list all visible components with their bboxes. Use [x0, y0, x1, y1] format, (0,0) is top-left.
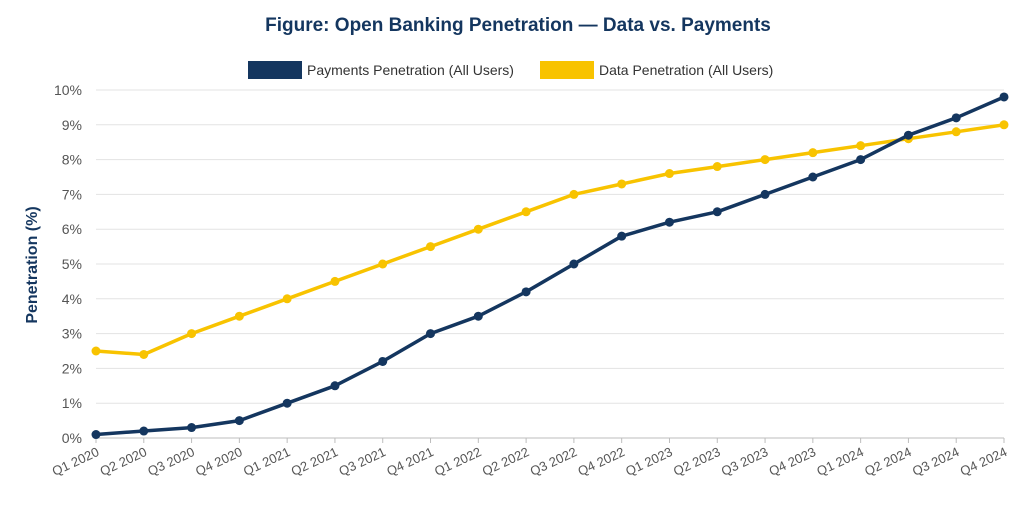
x-tick-label: Q4 2020: [193, 444, 245, 479]
data-point-payments: [139, 426, 149, 436]
y-tick-label: 3%: [62, 326, 82, 342]
data-point-payments: [473, 311, 483, 321]
x-tick-label: Q3 2024: [910, 444, 962, 479]
data-point-data: [378, 259, 388, 269]
data-point-data: [856, 141, 866, 151]
data-point-payments: [91, 430, 101, 440]
data-point-data: [91, 346, 101, 356]
data-point-data: [664, 169, 674, 179]
data-point-payments: [903, 130, 913, 140]
x-tick-label: Q4 2023: [767, 444, 819, 479]
x-tick-label: Q3 2021: [336, 444, 388, 479]
data-point-data: [473, 224, 483, 234]
data-point-data: [712, 162, 722, 172]
data-point-data: [330, 276, 340, 286]
data-point-payments: [187, 423, 197, 433]
grid-lines: [96, 89, 1004, 404]
x-tick-label: Q2 2020: [98, 444, 150, 479]
x-tick-label: Q4 2022: [575, 444, 627, 479]
data-point-payments: [378, 356, 388, 366]
legend-swatch-data: [540, 61, 594, 79]
chart-title: Figure: Open Banking Penetration — Data …: [265, 15, 771, 36]
y-tick-label: 0%: [62, 430, 82, 446]
data-point-data: [521, 207, 531, 217]
y-tick-label: 8%: [62, 152, 82, 168]
legend: Payments Penetration (All Users) Data Pe…: [248, 61, 773, 79]
x-tick-label: Q1 2024: [814, 444, 866, 479]
y-tick-label: 7%: [62, 186, 82, 202]
data-point-data: [617, 179, 627, 189]
series-line-data: [95, 123, 1005, 357]
data-point-payments: [521, 287, 531, 297]
data-point-payments: [760, 189, 770, 199]
legend-swatch-payments: [248, 61, 302, 79]
x-tick-label: Q3 2023: [719, 444, 771, 479]
data-point-data: [999, 120, 1009, 130]
data-point-payments: [330, 381, 340, 391]
series-layer: [91, 92, 1009, 440]
data-point-payments: [426, 329, 436, 339]
y-tick-label: 4%: [62, 291, 82, 307]
data-point-payments: [282, 398, 292, 408]
x-tick-label: Q3 2020: [145, 444, 197, 479]
y-tick-label: 2%: [62, 360, 82, 376]
legend-label-data: Data Penetration (All Users): [599, 62, 773, 78]
data-point-data: [139, 349, 149, 359]
x-tick-label: Q1 2022: [432, 444, 484, 479]
y-axis-ticks: 0% 1% 2% 3% 4% 5% 6% 7% 8% 9% 10%: [54, 82, 82, 446]
x-tick-label: Q2 2022: [480, 444, 532, 479]
legend-label-payments: Payments Penetration (All Users): [307, 62, 514, 78]
data-point-data: [760, 155, 770, 165]
y-tick-label: 5%: [62, 256, 82, 272]
data-point-data: [282, 294, 292, 304]
data-point-data: [234, 311, 244, 321]
y-tick-label: 10%: [54, 82, 82, 98]
y-axis-label: Penetration (%): [24, 206, 41, 323]
data-point-data: [569, 189, 579, 199]
x-tick-label: Q2 2021: [289, 444, 341, 479]
x-tick-label: Q1 2021: [241, 444, 293, 479]
x-tick-label: Q2 2024: [862, 444, 914, 479]
x-tick-label: Q1 2020: [50, 444, 102, 479]
data-point-data: [808, 148, 818, 158]
y-tick-label: 9%: [62, 117, 82, 133]
data-point-payments: [234, 416, 244, 426]
series-line-payments: [95, 95, 1005, 437]
data-point-payments: [664, 217, 674, 227]
x-tick-label: Q2 2023: [671, 444, 723, 479]
x-tick-label: Q1 2023: [623, 444, 675, 479]
data-point-payments: [569, 259, 579, 269]
data-point-payments: [999, 92, 1009, 102]
data-point-payments: [856, 155, 866, 165]
x-tick-label: Q3 2022: [528, 444, 580, 479]
y-tick-label: 6%: [62, 221, 82, 237]
x-tick-label: Q4 2021: [384, 444, 436, 479]
data-point-data: [951, 127, 961, 137]
data-point-payments: [617, 231, 627, 241]
data-point-data: [187, 329, 197, 339]
data-point-payments: [951, 113, 961, 123]
x-tick-label: Q4 2024: [958, 444, 1010, 479]
y-tick-label: 1%: [62, 395, 82, 411]
data-point-payments: [808, 172, 818, 182]
data-point-payments: [712, 207, 722, 217]
data-point-data: [426, 242, 436, 252]
